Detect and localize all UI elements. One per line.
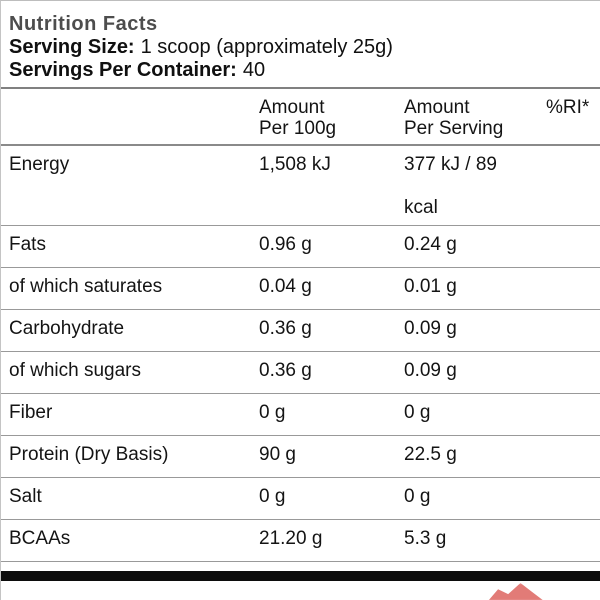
table-row-sugars: of which sugars 0.36 g 0.09 g <box>1 352 600 394</box>
serving-size-line: Serving Size: 1 scoop (approximately 25g) <box>9 36 592 59</box>
serving-size-label: Serving Size: <box>9 36 135 58</box>
ri-value <box>546 402 600 435</box>
per-100g-value: 0 g <box>259 402 286 423</box>
per-serving-value: 0 g <box>404 486 431 507</box>
table-row-protein: Protein (Dry Basis) 90 g 22.5 g <box>1 436 600 478</box>
per-100g-value: 21.20 g <box>259 528 323 549</box>
per-100g-value: 0.36 g <box>259 360 312 381</box>
per-serving-value: 0.24 g <box>404 234 457 255</box>
nutrient-name: BCAAs <box>9 528 71 549</box>
servings-per-container-line: Servings Per Container: 40 <box>9 59 592 82</box>
nutrient-name: Energy <box>9 154 70 175</box>
label-header: Nutrition Facts Serving Size: 1 scoop (ap… <box>1 1 600 89</box>
table-header-row: Amount Per 100g Amount Per Serving %RI* <box>1 89 600 146</box>
per-serving-value: 377 kJ / 89 kcal <box>404 154 497 218</box>
table-row-saturates: of which saturates 0.04 g 0.01 g <box>1 268 600 310</box>
servings-per-container-label: Servings Per Container: <box>9 59 237 81</box>
nutrient-name: Carbohydrate <box>9 318 125 339</box>
nutrient-name: Protein (Dry Basis) <box>9 444 169 465</box>
table-row-bcaas: BCAAs 21.20 g 5.3 g <box>1 520 600 562</box>
per-serving-value: 22.5 g <box>404 444 457 465</box>
ri-value <box>546 276 600 309</box>
nutrient-name: Fats <box>9 234 46 255</box>
nutrient-name: of which sugars <box>9 360 142 381</box>
nutrient-name: Salt <box>9 486 42 507</box>
per-serving-value: 0 g <box>404 402 431 423</box>
ri-value <box>546 444 600 477</box>
per-100g-value: 1,508 kJ <box>259 154 331 175</box>
per-serving-value: 0.01 g <box>404 276 457 297</box>
per-100g-value: 90 g <box>259 444 296 465</box>
per-100g-value: 0.36 g <box>259 318 312 339</box>
table-row-energy: Energy 1,508 kJ 377 kJ / 89 kcal <box>1 146 600 226</box>
per-100g-value: 0.96 g <box>259 234 312 255</box>
per-100g-value: 0 g <box>259 486 286 507</box>
column-header-per-100g: Amount Per 100g <box>259 97 337 139</box>
table-row-salt: Salt 0 g 0 g <box>1 478 600 520</box>
ri-value <box>546 360 600 393</box>
ri-value <box>546 234 600 267</box>
per-serving-value: 5.3 g <box>404 528 447 549</box>
column-header-nutrient <box>9 97 259 144</box>
red-logo-fragment <box>488 583 544 600</box>
nutrient-name: Fiber <box>9 402 53 423</box>
nutrient-name: of which saturates <box>9 276 163 297</box>
per-serving-value: 0.09 g <box>404 360 457 381</box>
label-title: Nutrition Facts <box>9 13 158 35</box>
ri-value <box>546 318 600 351</box>
ri-value <box>546 154 600 225</box>
ri-value <box>546 528 600 561</box>
table-row-fats: Fats 0.96 g 0.24 g <box>1 226 600 268</box>
per-serving-value: 0.09 g <box>404 318 457 339</box>
table-row-fiber: Fiber 0 g 0 g <box>1 394 600 436</box>
servings-per-container-value: 40 <box>242 59 266 81</box>
column-header-ri: %RI* <box>546 97 590 118</box>
column-header-per-serving: Amount Per Serving <box>404 97 504 139</box>
ri-value <box>546 486 600 519</box>
thick-divider-bar <box>1 571 600 581</box>
table-row-carbohydrate: Carbohydrate 0.36 g 0.09 g <box>1 310 600 352</box>
serving-size-value: 1 scoop (approximately 25g) <box>140 36 393 58</box>
per-100g-value: 0.04 g <box>259 276 312 297</box>
